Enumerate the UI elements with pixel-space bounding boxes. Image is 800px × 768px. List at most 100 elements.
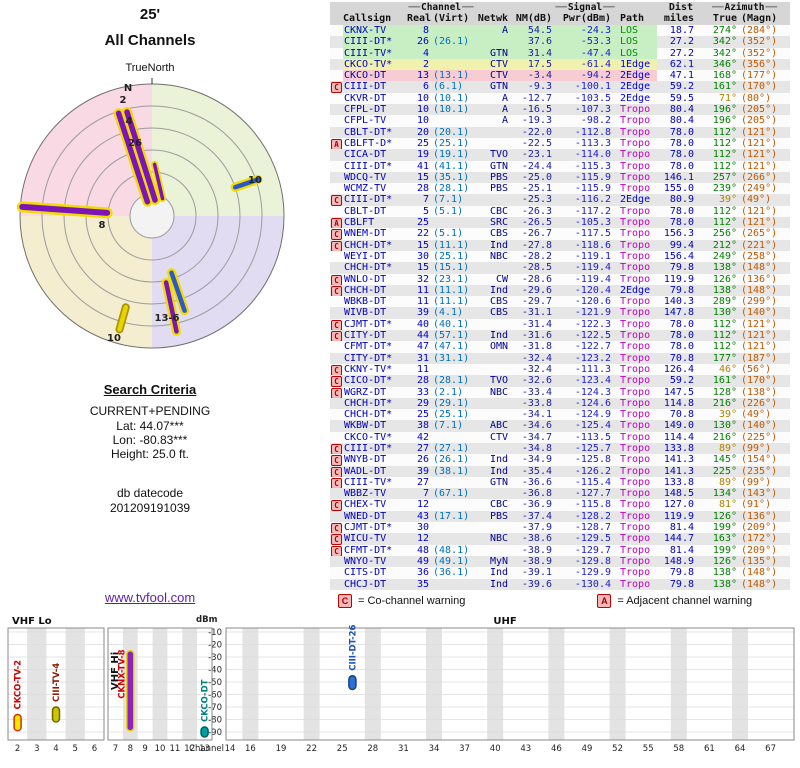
noise-margin-cell: -26.5 — [521, 217, 552, 229]
radar-label-ch10-south: 10 — [107, 333, 121, 344]
warning-cell — [330, 511, 343, 522]
azimuth-true-cell: 112° — [712, 318, 737, 330]
noise-margin-cell: -31.6 — [521, 330, 552, 342]
power-cell: -113.5 — [574, 431, 611, 443]
azimuth-magnetic-cell: (91°) — [741, 499, 772, 511]
virtual-channel-cell: (11.1) — [433, 296, 470, 308]
real-channel-cell: 25 — [416, 137, 429, 149]
azimuth-magnetic-cell: (209°) — [741, 544, 778, 556]
tvfool-link[interactable]: www.tvfool.com — [104, 590, 196, 605]
azimuth-true-cell: 168° — [712, 70, 737, 82]
warning-cell — [330, 59, 343, 70]
station-row: A CBLFT-D* 25 (25.1) -22.5 -113.3 Tropo 78.0 112… — [330, 137, 790, 150]
path-cell: Tropo — [620, 465, 651, 477]
azimuth-true-cell: 89° — [718, 442, 737, 454]
channel-tick-label: 31 — [398, 744, 409, 754]
dbm-tick-label: -40 — [208, 666, 222, 676]
station-row: C CIII-DT 6 (6.1) GTN -9.3 -100.1 2Edge 59.2 161°… — [330, 81, 790, 93]
warning-cell — [330, 149, 343, 160]
network-cell: NBC — [489, 250, 508, 262]
virtual-channel-cell: (17.1) — [433, 510, 470, 522]
real-channel-cell: 12 — [416, 533, 429, 545]
azimuth-true-cell: 256° — [712, 228, 737, 240]
panel-title-vhf-hi: VHF Hi — [110, 652, 121, 690]
azimuth-magnetic-cell: (136°) — [741, 273, 778, 285]
distance-cell: 114.4 — [663, 431, 694, 443]
co-channel-warning-marker: C — [331, 229, 342, 240]
network-cell — [475, 262, 513, 273]
network-cell — [475, 398, 513, 409]
azimuth-magnetic-cell: (266°) — [741, 171, 778, 183]
real-channel-cell: 47 — [416, 341, 429, 353]
real-channel-cell: 48 — [416, 544, 429, 556]
real-channel-cell: 40 — [416, 318, 429, 330]
power-cell: -115.9 — [574, 171, 611, 183]
callsign-cell: CIII-DT* — [344, 160, 393, 172]
path-cell: Tropo — [620, 149, 651, 161]
virtual-channel-cell — [431, 364, 475, 375]
distance-cell: 147.8 — [663, 307, 694, 319]
azimuth-true-cell: 126° — [712, 273, 737, 285]
warning-cell — [330, 432, 343, 443]
virtual-channel-cell: (48.1) — [433, 544, 470, 556]
network-cell: CTV — [489, 431, 508, 443]
virtual-channel-header: (Virt) — [433, 13, 470, 24]
azimuth-true-cell: 274° — [712, 25, 737, 36]
path-cell: Tropo — [620, 330, 651, 342]
path-cell: Tropo — [620, 488, 651, 500]
azimuth-magnetic-cell: (121°) — [741, 205, 778, 217]
path-cell: Tropo — [620, 397, 651, 409]
noise-margin-cell: -28.5 — [521, 262, 552, 274]
power-cell: -115.4 — [574, 476, 611, 488]
radar-bar-ckvr-dt-10 — [230, 175, 263, 192]
station-row: C CIII-DT* 7 (7.1) -25.3 -116.2 2Edge 80.9 39° (4… — [330, 194, 790, 206]
azimuth-true-cell: 342° — [712, 47, 737, 59]
virtual-channel-cell: (10.1) — [433, 92, 470, 104]
network-cell: Ind — [489, 330, 508, 342]
search-latitude: Lat: 44.07*** — [116, 419, 184, 433]
warning-cell: C — [330, 545, 343, 556]
real-channel-cell: 30 — [416, 522, 429, 534]
azimuth-true-cell: 130° — [712, 420, 737, 432]
azimuth-true-cell: 128° — [712, 386, 737, 398]
dbm-tick-label: -20 — [208, 641, 222, 651]
power-cell: -129.7 — [574, 544, 611, 556]
callsign-cell: CKCO-DT — [343, 70, 407, 82]
distance-cell: 156.4 — [663, 250, 694, 262]
real-channel-cell: 39 — [416, 465, 429, 477]
virtual-channel-cell: (35.1) — [433, 171, 470, 183]
power-cell: -98.2 — [580, 115, 611, 127]
co-channel-warning-marker: C — [331, 319, 342, 331]
virtual-channel-cell: (27.1) — [433, 442, 470, 454]
azimuth-magnetic-cell: (148°) — [741, 262, 778, 274]
warning-cell: C — [330, 330, 343, 342]
station-row: CBLT-DT* 20 (20.1) -22.0 -112.8 Tropo 78.0 112°… — [330, 126, 790, 138]
channel-tick-label: 28 — [367, 744, 378, 754]
channel-tick-label: 58 — [673, 744, 684, 754]
path-cell: Tropo — [620, 567, 651, 579]
warning-cell — [330, 341, 343, 352]
station-row: C CJMT-DT* 40 (40.1) -31.4 -122.3 Tropo 78.0 112… — [330, 318, 790, 331]
path-cell: Tropo — [620, 217, 651, 229]
azimuth-magnetic-cell: (258°) — [741, 250, 778, 262]
channel-tick-label: 6 — [92, 744, 97, 754]
warning-cell: C — [330, 443, 343, 455]
station-table-body: CKNX-TV 8 A 54.5 -24.3 LOS 18.7 274° (284°) CIII-… — [330, 25, 790, 590]
noise-margin-cell: -23.1 — [521, 149, 552, 161]
distance-cell: 27.2 — [669, 47, 694, 59]
callsign-cell: CITY-DT — [344, 330, 387, 342]
path-cell: Tropo — [620, 171, 651, 183]
channel-tick-label: 37 — [459, 744, 470, 754]
channel-tick-label: 13 — [199, 744, 210, 754]
co-channel-warning-marker: C — [331, 195, 342, 206]
power-cell: -119.1 — [574, 250, 611, 262]
power-header: Pwr(dBm) — [562, 13, 611, 24]
channel-tick-label: 3 — [34, 744, 39, 754]
distance-cell: 79.8 — [669, 567, 694, 579]
radar-bar-ckco-dt-13 — [161, 278, 181, 336]
co-channel-warning-marker: C — [331, 82, 342, 93]
station-row: C WNLO-DT 32 (23.1) CW -28.6 -119.4 Tropo 119.9 1… — [330, 273, 790, 285]
distance-cell: 59.2 — [669, 375, 694, 387]
real-channel-cell: 11 — [416, 284, 429, 296]
dist-header-top: Dist — [668, 2, 693, 13]
